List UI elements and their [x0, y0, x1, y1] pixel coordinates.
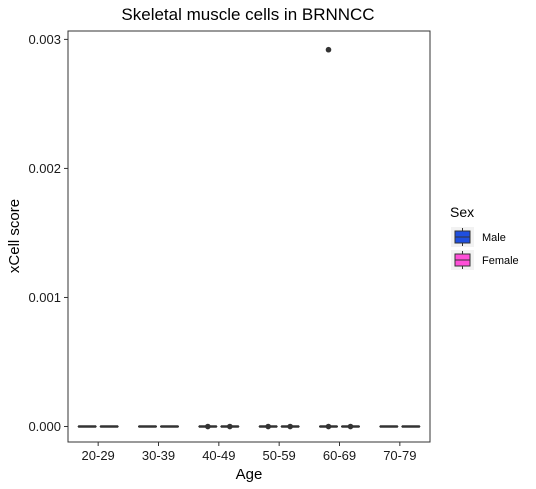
outlier-point: [265, 423, 271, 430]
y-tick-label: 0.001: [28, 290, 61, 305]
x-axis-title: Age: [236, 466, 263, 483]
box-male: [258, 423, 278, 430]
y-axis-title: xCell score: [6, 199, 23, 273]
legend-entry-female: Female: [451, 250, 519, 270]
legend-entry-male: Male: [451, 227, 506, 247]
outlier-point: [325, 423, 332, 430]
legend-label: Male: [482, 232, 506, 244]
outlier-point: [227, 423, 233, 430]
x-axis: 20-29 30-39 40-49 50-59 60-69 70-79: [82, 442, 416, 463]
box-female: [341, 423, 360, 430]
x-tick-label: 50-59: [263, 448, 296, 463]
outlier-point: [287, 423, 293, 430]
chart-title: Skeletal muscle cells in BRNNCC: [121, 5, 374, 24]
box-male: [319, 46, 338, 430]
x-tick-label: 20-29: [82, 448, 115, 463]
x-tick-label: 70-79: [383, 448, 416, 463]
x-tick-label: 40-49: [202, 448, 235, 463]
box-female: [280, 423, 300, 430]
y-axis: 0.000 0.001 0.002 0.003: [28, 32, 68, 434]
legend-title: Sex: [450, 204, 474, 220]
x-tick-label: 60-69: [323, 448, 356, 463]
y-tick-label: 0.003: [28, 32, 61, 47]
box-female: [220, 423, 240, 430]
y-tick-label: 0.002: [28, 161, 61, 176]
y-tick-label: 0.000: [28, 419, 61, 434]
outlier-point: [347, 423, 354, 430]
legend: Sex Male Female: [450, 204, 519, 270]
x-tick-label: 30-39: [142, 448, 175, 463]
boxplot-marks: [77, 46, 421, 430]
outlier-point: [325, 46, 332, 53]
legend-label: Female: [482, 255, 519, 267]
box-male: [198, 423, 218, 430]
outlier-point: [205, 423, 211, 430]
plot-panel: [67, 30, 431, 443]
